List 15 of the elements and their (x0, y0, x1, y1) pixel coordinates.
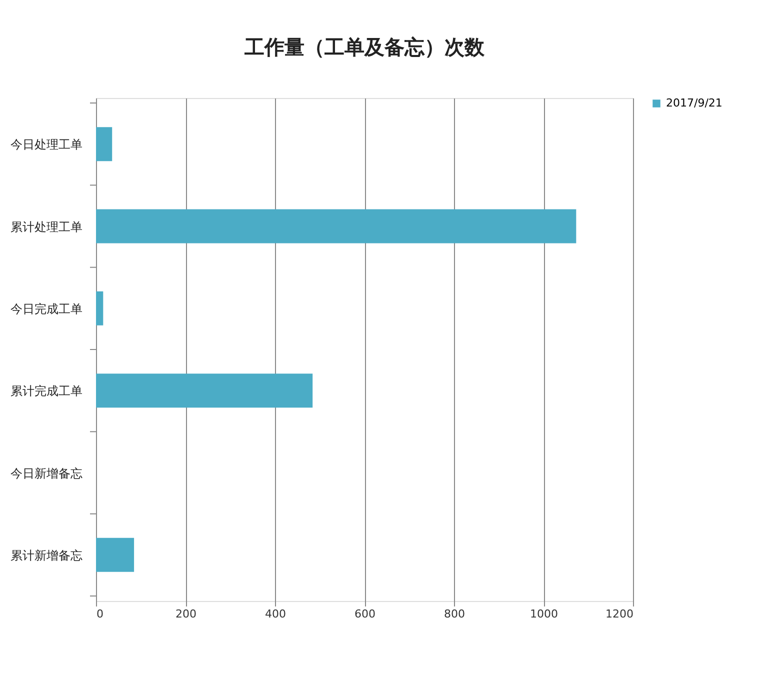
legend-label: 2017/9/21 (666, 96, 722, 110)
y-tick-label: 累计处理工单 (10, 220, 82, 234)
x-tick-label: 200 (176, 608, 196, 620)
y-tick-label: 今日处理工单 (10, 138, 82, 152)
y-tick-label: 累计新增备忘 (10, 548, 82, 562)
x-tick-label: 400 (265, 608, 286, 620)
x-tick-label: 1000 (530, 608, 558, 620)
x-tick-label: 600 (354, 608, 376, 620)
x-tick-label: 0 (96, 608, 104, 620)
x-tick-label: 1200 (606, 608, 634, 620)
x-tick-label: 800 (444, 608, 465, 620)
y-tick-label: 今日新增备忘 (10, 466, 82, 480)
chart-title: 工作量（工单及备忘）次数 (244, 35, 486, 59)
y-tick-label: 累计完成工单 (10, 384, 82, 398)
y-tick-label: 今日完成工单 (10, 302, 82, 316)
